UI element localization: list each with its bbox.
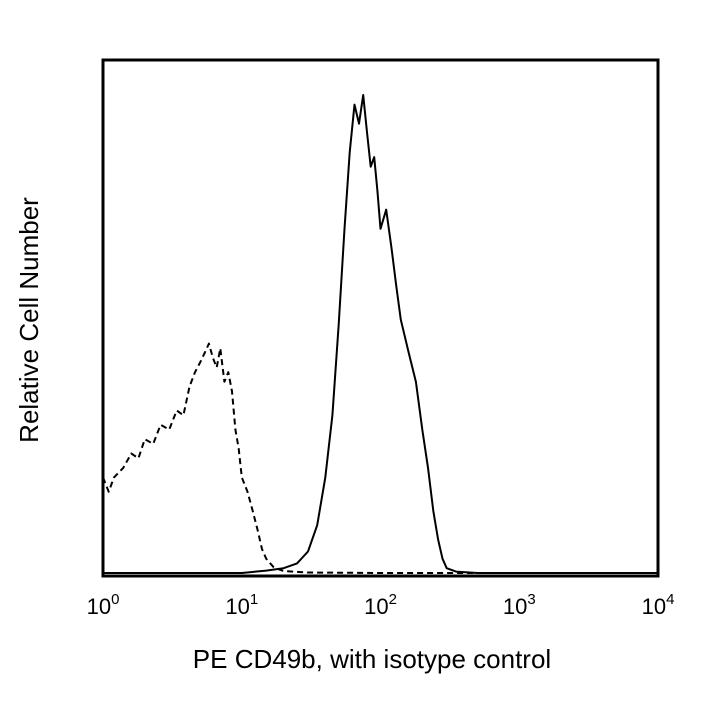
x-tick-layer: 100 101 102 103 104 <box>87 591 675 619</box>
plot-frame <box>101 58 660 578</box>
x-tick-label: 104 <box>642 591 675 619</box>
x-tick-label: 100 <box>87 591 120 619</box>
series-layer <box>102 94 658 574</box>
x-tick-label: 101 <box>225 591 258 619</box>
y-axis-label: Relative Cell Number <box>14 197 44 443</box>
x-axis-label: PE CD49b, with isotype control <box>193 644 551 674</box>
x-tick-label: 102 <box>364 591 397 619</box>
pe-cd49b-series-line <box>103 94 658 574</box>
isotype-control-series-line <box>102 342 658 574</box>
x-tick-label: 103 <box>503 591 536 619</box>
